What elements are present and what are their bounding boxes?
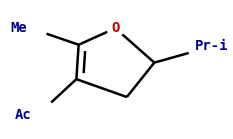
Text: O: O — [111, 21, 120, 35]
Text: Me: Me — [11, 21, 27, 35]
Text: Ac: Ac — [15, 108, 32, 122]
Text: Pr-i: Pr-i — [195, 39, 228, 53]
